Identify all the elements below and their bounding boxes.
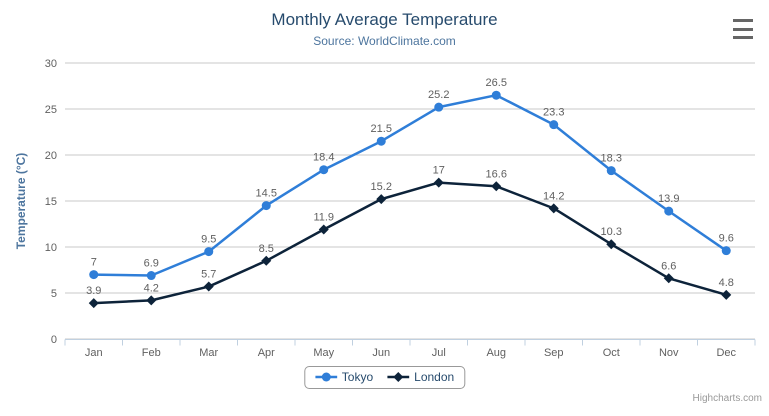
data-point-marker[interactable] bbox=[491, 90, 501, 100]
data-label: 18.4 bbox=[313, 152, 334, 164]
x-axis-label: Dec bbox=[716, 347, 736, 359]
data-point-marker[interactable] bbox=[146, 271, 156, 281]
data-label: 4.8 bbox=[719, 277, 734, 289]
data-point-marker[interactable] bbox=[434, 102, 444, 112]
data-point-marker[interactable] bbox=[203, 281, 214, 292]
data-point-marker[interactable] bbox=[146, 295, 157, 306]
x-axis-label: Jun bbox=[372, 347, 390, 359]
chart-title: Monthly Average Temperature bbox=[271, 10, 498, 29]
x-axis-label: May bbox=[313, 347, 334, 359]
export-menu-button[interactable] bbox=[729, 17, 757, 41]
data-label: 14.5 bbox=[256, 188, 277, 200]
y-axis-title: Temperature (°C) bbox=[14, 153, 28, 250]
data-point-marker[interactable] bbox=[261, 255, 272, 266]
data-point-marker[interactable] bbox=[261, 201, 271, 211]
chart-subtitle: Source: WorldClimate.com bbox=[313, 34, 456, 48]
data-label: 4.2 bbox=[144, 282, 159, 294]
data-point-marker[interactable] bbox=[548, 203, 559, 214]
hamburger-icon bbox=[733, 36, 753, 39]
data-point-marker[interactable] bbox=[549, 120, 559, 130]
y-axis-label: 0 bbox=[51, 334, 57, 346]
diamond-marker-icon bbox=[387, 372, 410, 382]
x-axis-label: Jan bbox=[85, 347, 103, 359]
x-axis-label: Oct bbox=[603, 347, 620, 359]
data-label: 25.2 bbox=[428, 89, 449, 101]
y-axis-label: 15 bbox=[45, 196, 57, 208]
data-label: 9.6 bbox=[719, 233, 734, 245]
data-point-marker[interactable] bbox=[606, 239, 617, 250]
data-label: 18.3 bbox=[601, 153, 622, 165]
data-label: 16.6 bbox=[486, 168, 507, 180]
data-label: 6.9 bbox=[144, 258, 159, 270]
data-label: 13.9 bbox=[658, 193, 679, 205]
data-point-marker[interactable] bbox=[318, 224, 329, 235]
y-axis-label: 25 bbox=[45, 104, 57, 116]
x-axis-label: Nov bbox=[659, 347, 679, 359]
data-label: 9.5 bbox=[201, 234, 216, 246]
credits-link[interactable]: Highcharts.com bbox=[692, 393, 762, 404]
legend-item-tokyo[interactable]: Tokyo bbox=[314, 370, 374, 384]
legend-label: London bbox=[414, 370, 455, 384]
data-label: 8.5 bbox=[259, 243, 274, 255]
x-axis-label: Sep bbox=[544, 347, 564, 359]
y-axis-label: 20 bbox=[45, 150, 57, 162]
data-point-marker[interactable] bbox=[89, 270, 99, 280]
data-point-marker[interactable] bbox=[204, 247, 214, 257]
data-label: 10.3 bbox=[601, 226, 622, 238]
data-label: 5.7 bbox=[201, 269, 216, 281]
data-label: 23.3 bbox=[543, 107, 564, 119]
x-axis-label: Apr bbox=[258, 347, 275, 359]
data-label: 14.2 bbox=[543, 190, 564, 202]
data-label: 17 bbox=[433, 165, 445, 177]
hamburger-icon bbox=[733, 19, 753, 22]
data-label: 21.5 bbox=[371, 123, 392, 135]
data-point-marker[interactable] bbox=[721, 246, 731, 256]
legend-item-london[interactable]: London bbox=[387, 370, 454, 384]
data-point-marker[interactable] bbox=[88, 298, 99, 309]
x-axis-label: Jul bbox=[432, 347, 446, 359]
hamburger-icon bbox=[733, 27, 753, 31]
data-label: 26.5 bbox=[486, 77, 507, 89]
data-point-marker[interactable] bbox=[376, 194, 387, 205]
legend-label: Tokyo bbox=[341, 370, 374, 384]
y-axis-label: 5 bbox=[51, 288, 57, 300]
data-point-marker[interactable] bbox=[721, 289, 732, 300]
data-label: 3.9 bbox=[86, 285, 101, 297]
data-point-marker[interactable] bbox=[663, 273, 674, 284]
y-axis-label: 10 bbox=[45, 242, 57, 254]
series-line-london[interactable] bbox=[93, 181, 727, 305]
data-label: 15.2 bbox=[371, 181, 392, 193]
data-point-marker[interactable] bbox=[664, 206, 674, 216]
circle-marker-icon bbox=[314, 372, 337, 382]
data-point-marker[interactable] bbox=[319, 165, 329, 175]
data-point-marker[interactable] bbox=[491, 181, 502, 192]
legend: Tokyo London bbox=[303, 366, 466, 389]
data-label: 6.6 bbox=[661, 260, 676, 272]
x-axis-label: Aug bbox=[486, 347, 506, 359]
data-label: 11.9 bbox=[313, 212, 334, 224]
x-axis-label: Feb bbox=[142, 347, 161, 359]
x-axis-label: Mar bbox=[199, 347, 218, 359]
series-line-tokyo[interactable] bbox=[93, 93, 727, 277]
data-label: 7 bbox=[91, 257, 97, 269]
data-point-marker[interactable] bbox=[433, 177, 444, 188]
data-point-marker[interactable] bbox=[606, 166, 616, 176]
y-axis-label: 30 bbox=[45, 58, 57, 70]
data-point-marker[interactable] bbox=[376, 136, 386, 146]
